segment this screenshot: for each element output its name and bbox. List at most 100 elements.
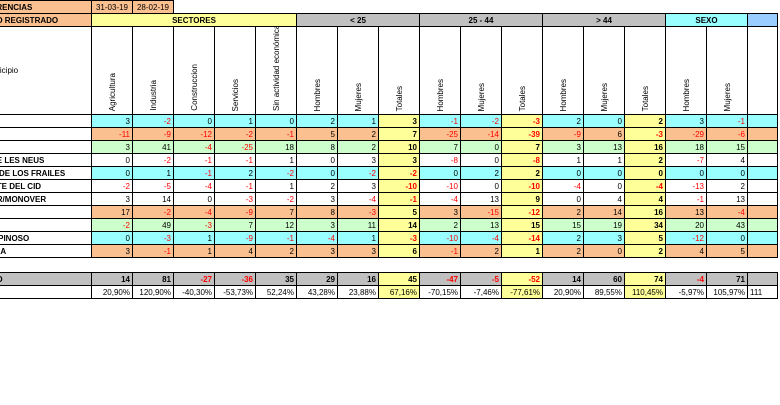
column-header-label: Hombres (312, 78, 322, 111)
data-cell: 2 (460, 244, 502, 258)
table-row: -2 49 -3 7 12 3 11 14 2 13 15 15 19 34 20 43 (0, 218, 778, 232)
percent-cell: -7,46% (460, 285, 502, 299)
data-cell: 3 (91, 244, 133, 258)
data-cell: 2 (255, 244, 297, 258)
municipio-name: A (0, 114, 92, 128)
data-cell: 5 (296, 127, 338, 141)
data-cell: 6 (378, 244, 420, 258)
data-cell: 3 (542, 140, 584, 154)
data-cell: 1 (214, 114, 256, 128)
data-cell: -1 (255, 231, 297, 245)
data-cell: 5 (378, 205, 420, 219)
percent-cell: 20,90% (91, 285, 133, 299)
data-cell: 3 (296, 218, 338, 232)
age-over44-header: > 44 (542, 13, 666, 27)
data-cell: 2 (337, 140, 379, 154)
data-cell: 9 (501, 192, 543, 206)
column-header: Mujeres (583, 26, 625, 115)
percent-cell-extra: 111 (747, 285, 778, 299)
data-cell: 4 (214, 244, 256, 258)
total-cell: -5 (460, 272, 502, 286)
data-cell: 17 (91, 205, 133, 219)
total-cell: -27 (173, 272, 215, 286)
municipio-name: DE LES NEUS (0, 153, 92, 167)
data-cell: 2 (542, 205, 584, 219)
data-cell: 0 (419, 166, 461, 180)
data-cell: -4 (337, 192, 379, 206)
data-cell: -3 (501, 114, 543, 128)
column-header-label: Mujeres (599, 82, 609, 111)
data-cell: 5 (624, 231, 666, 245)
data-cell: 0 (706, 166, 748, 180)
data-cell: -9 (214, 231, 256, 245)
data-cell: -3 (173, 218, 215, 232)
column-header-label: Totales (517, 85, 527, 111)
data-cell-extra (747, 192, 778, 206)
total-cell: 60 (583, 272, 625, 286)
data-cell: -2 (255, 192, 297, 206)
data-cell: -8 (501, 153, 543, 167)
percent-cell: -40,30% (173, 285, 215, 299)
data-cell: 2 (624, 244, 666, 258)
data-cell: 2 (214, 166, 256, 180)
table-row: 3 41 -4 -25 18 8 2 10 7 0 7 3 13 16 18 15 (0, 140, 778, 154)
data-cell: 0 (255, 114, 297, 128)
data-cell: -1 (419, 244, 461, 258)
data-cell: -10 (419, 231, 461, 245)
column-header-label: Mujeres (353, 82, 363, 111)
references-label: ERENCIAS (0, 0, 92, 14)
data-cell: -3 (132, 231, 174, 245)
data-cell: -2 (91, 179, 133, 193)
header-blank (173, 0, 778, 14)
total-cell: -52 (501, 272, 543, 286)
data-cell: 4 (706, 153, 748, 167)
data-cell: 2 (542, 244, 584, 258)
data-cell: 0 (624, 166, 666, 180)
data-cell: -3 (378, 231, 420, 245)
data-cell: 14 (583, 205, 625, 219)
percent-cell: 23,88% (337, 285, 379, 299)
percent-cell: 105,97% (706, 285, 748, 299)
data-cell: 2 (542, 114, 584, 128)
municipio-name (0, 127, 92, 141)
data-cell: 3 (91, 140, 133, 154)
data-cell: -14 (460, 127, 502, 141)
data-cell: 3 (583, 231, 625, 245)
total-cell: 71 (706, 272, 748, 286)
data-cell: -4 (542, 179, 584, 193)
percent-cell: -70,15% (419, 285, 461, 299)
header-row-references: ERENCIAS 31-03-19 28-02-19 (0, 0, 778, 14)
data-cell: -15 (460, 205, 502, 219)
data-cell-extra (747, 166, 778, 180)
percent-cell: 52,24% (255, 285, 297, 299)
data-cell-extra (747, 140, 778, 154)
data-cell: -1 (706, 114, 748, 128)
municipio-name (0, 218, 92, 232)
data-cell: 0 (542, 192, 584, 206)
data-cell: -12 (665, 231, 707, 245)
column-header-label: Hombres (558, 78, 568, 111)
data-cell: 0 (706, 231, 748, 245)
total-cell: -4 (665, 272, 707, 286)
data-cell: 4 (583, 192, 625, 206)
sectores-header: SECTORES (91, 13, 297, 27)
column-header: Servicios (214, 26, 256, 115)
column-header-label: Mujeres (722, 82, 732, 111)
data-cell: -7 (665, 153, 707, 167)
data-cell: 1 (501, 244, 543, 258)
municipio-name: A (0, 205, 92, 219)
data-cell-extra (747, 218, 778, 232)
data-cell: 7 (255, 205, 297, 219)
column-header: Hombres (542, 26, 584, 115)
data-cell: 0 (296, 153, 338, 167)
percent-cell: 67,16% (378, 285, 420, 299)
percent-cell: -53,73% (214, 285, 256, 299)
data-cell: -4 (419, 192, 461, 206)
data-cell: -13 (665, 179, 707, 193)
data-cell: -4 (173, 179, 215, 193)
data-cell: 2 (296, 114, 338, 128)
municipio-name: L/PINOSO (0, 231, 92, 245)
data-cell: 0 (665, 166, 707, 180)
total-cell: 16 (337, 272, 379, 286)
